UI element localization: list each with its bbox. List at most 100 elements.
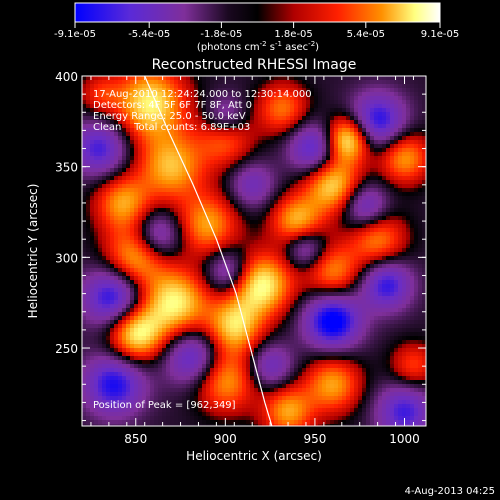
heatmap-cell — [214, 208, 219, 213]
heatmap-cell — [282, 140, 287, 145]
heatmap-cell — [390, 284, 395, 289]
heatmap-cell — [90, 304, 95, 309]
heatmap-cell — [410, 268, 415, 273]
heatmap-cell — [170, 232, 175, 237]
heatmap-cell — [94, 120, 99, 125]
heatmap-cell — [322, 180, 327, 185]
heatmap-cell — [278, 224, 283, 229]
heatmap-cell — [262, 276, 267, 281]
heatmap-cell — [310, 244, 315, 249]
heatmap-cell — [230, 84, 235, 89]
heatmap-cell — [326, 112, 331, 117]
heatmap-cell — [310, 208, 315, 213]
heatmap-cell — [326, 276, 331, 281]
heatmap-cell — [362, 84, 367, 89]
heatmap-cell — [126, 180, 131, 185]
heatmap-cell — [290, 272, 295, 277]
heatmap-cell — [154, 236, 159, 241]
heatmap-cell — [310, 140, 315, 145]
heatmap-cell — [86, 136, 91, 141]
heatmap-cell — [94, 132, 99, 137]
heatmap-cell — [94, 200, 99, 205]
heatmap-cell — [382, 196, 387, 201]
heatmap-cell — [258, 96, 263, 101]
heatmap-cell — [250, 216, 255, 221]
heatmap-cell — [406, 300, 411, 305]
heatmap-cell — [178, 268, 183, 273]
heatmap-cell — [210, 176, 215, 181]
heatmap-cell — [366, 180, 371, 185]
heatmap-cell — [294, 256, 299, 261]
heatmap-cell — [366, 136, 371, 141]
heatmap-cell — [314, 124, 319, 129]
heatmap-cell — [158, 252, 163, 257]
heatmap-cell — [342, 300, 347, 305]
heatmap-cell — [298, 304, 303, 309]
heatmap-cell — [354, 92, 359, 97]
heatmap-cell — [142, 120, 147, 125]
heatmap-cell — [374, 236, 379, 241]
heatmap-cell — [198, 156, 203, 161]
heatmap-cell — [162, 280, 167, 285]
heatmap-cell — [130, 272, 135, 277]
heatmap-cell — [182, 240, 187, 245]
heatmap-cell — [218, 88, 223, 93]
heatmap-cell — [326, 240, 331, 245]
heatmap-cell — [358, 164, 363, 169]
heatmap-cell — [246, 104, 251, 109]
heatmap-cell — [234, 248, 239, 253]
heatmap-cell — [322, 100, 327, 105]
heatmap-cell — [354, 276, 359, 281]
heatmap-cell — [226, 272, 231, 277]
heatmap-cell — [262, 180, 267, 185]
heatmap-cell — [102, 248, 107, 253]
heatmap-cell — [246, 212, 251, 217]
heatmap-cell — [258, 108, 263, 113]
heatmap-cell — [146, 304, 151, 309]
heatmap-cell — [90, 200, 95, 205]
heatmap-cell — [290, 188, 295, 193]
heatmap-cell — [298, 204, 303, 209]
heatmap-cell — [266, 124, 271, 129]
heatmap-cell — [154, 112, 159, 117]
heatmap-cell — [150, 200, 155, 205]
heatmap-cell — [314, 184, 319, 189]
heatmap-cell — [394, 220, 399, 225]
heatmap-cell — [302, 96, 307, 101]
heatmap-cell — [110, 76, 115, 81]
heatmap-cell — [218, 232, 223, 237]
heatmap-cell — [162, 100, 167, 105]
heatmap-cell — [410, 80, 415, 85]
heatmap-cell — [254, 304, 259, 309]
heatmap-cell — [82, 168, 87, 173]
heatmap-cell — [126, 184, 131, 189]
heatmap-cell — [210, 276, 215, 281]
heatmap-cell — [118, 148, 123, 153]
heatmap-cell — [138, 224, 143, 229]
heatmap-cell — [146, 84, 151, 89]
heatmap-cell — [194, 204, 199, 209]
heatmap-cell — [390, 204, 395, 209]
heatmap-cell — [246, 276, 251, 281]
heatmap-cell — [150, 288, 155, 293]
heatmap-cell — [138, 152, 143, 157]
heatmap-cell — [306, 88, 311, 93]
heatmap-cell — [330, 196, 335, 201]
heatmap-cell — [118, 192, 123, 197]
heatmap-cell — [226, 232, 231, 237]
heatmap-cell — [354, 184, 359, 189]
heatmap-cell — [378, 212, 383, 217]
heatmap-cell — [402, 240, 407, 245]
heatmap-cell — [406, 276, 411, 281]
heatmap-cell — [242, 296, 247, 301]
heatmap-cell — [206, 116, 211, 121]
heatmap-cell — [102, 208, 107, 213]
heatmap-cell — [226, 252, 231, 257]
heatmap-cell — [310, 124, 315, 129]
heatmap-cell — [422, 224, 426, 229]
heatmap-cell — [310, 284, 315, 289]
heatmap-cell — [250, 280, 255, 285]
heatmap-cell — [142, 156, 147, 161]
heatmap-cell — [118, 268, 123, 273]
heatmap-cell — [178, 152, 183, 157]
